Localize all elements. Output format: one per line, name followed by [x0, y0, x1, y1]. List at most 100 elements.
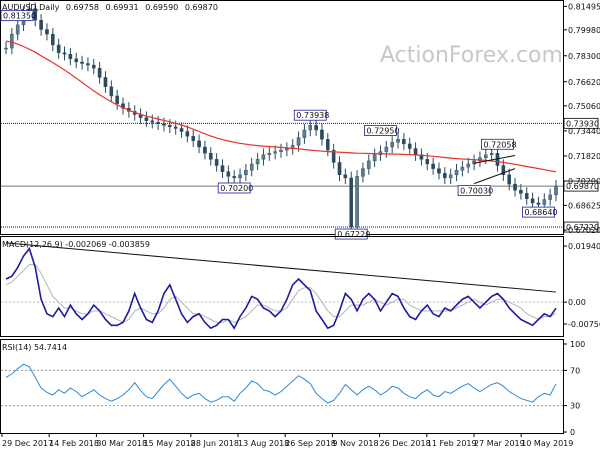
header-symbol: AUDUSD,Daily: [2, 3, 60, 12]
rsi-title: RSI(14) 54.7414: [2, 343, 67, 352]
x-tick-label: 10 May 2019: [521, 439, 573, 448]
price-candle-body: [144, 117, 149, 121]
price-candle-body: [448, 174, 453, 179]
price-y-tick-label: 0.71820: [568, 152, 600, 161]
price-candle-body: [390, 142, 394, 148]
price-annotation-box: [334, 228, 368, 240]
price-candle-body: [343, 174, 348, 179]
rsi-y-tick-label: 100: [570, 340, 585, 349]
price-candle-body: [150, 120, 155, 123]
price-annotation-box: [364, 125, 397, 136]
price-candle-body: [366, 160, 371, 169]
price-candle-body: [320, 129, 324, 140]
price-level-label: 0.73930: [566, 119, 599, 128]
price-annotation-box: [293, 109, 327, 121]
price-candle-body: [513, 183, 517, 191]
price-candle-body: [156, 122, 160, 124]
price-candle-body: [39, 20, 43, 30]
price-y-tick-label: 0.79980: [568, 26, 600, 35]
price-annotation-label: 0.72058: [483, 140, 516, 149]
price-y-tick-label: 0.67020: [568, 226, 600, 235]
x-tick-label: 30 Mar 2018: [96, 439, 147, 448]
price-candle-body: [302, 129, 307, 138]
rsi-y-tick-label: 70: [570, 366, 580, 375]
price-header: AUDUSD,Daily 0.69758 0.69931 0.69590 0.6…: [2, 3, 218, 12]
price-candle-body: [109, 86, 114, 97]
price-moving-average-line: [5, 40, 557, 173]
price-y-tick-label: 0.81495: [568, 2, 600, 11]
price-candle-body: [226, 171, 231, 177]
price-candle-body: [185, 131, 190, 137]
price-candle-body: [489, 152, 494, 155]
price-candle-body: [261, 154, 266, 160]
price-level-box: [563, 221, 599, 233]
price-candle-body: [168, 125, 172, 128]
price-annotation-box: [217, 182, 251, 194]
price-candle-body: [372, 154, 377, 162]
price-annotation-label: 0.72950: [366, 126, 399, 135]
header-open: 0.69758: [66, 3, 99, 12]
price-candle-body: [214, 159, 219, 166]
price-candle-body: [173, 126, 178, 129]
price-y-tick-label: 0.73440: [568, 127, 600, 136]
price-candle-body: [80, 61, 84, 64]
price-level-box: [563, 117, 599, 129]
price-candle-body: [296, 137, 301, 146]
price-candle-body: [97, 67, 102, 78]
x-tick-label: 14 Feb 2018: [49, 439, 99, 448]
price-candle-body: [337, 162, 342, 176]
macd-title: MACD(12,26,9) -0.002069 -0.003859: [2, 240, 150, 249]
price-candle-body: [273, 151, 277, 154]
price-candle-body: [255, 159, 260, 165]
price-candle-body: [203, 146, 207, 154]
price-candle-body: [536, 202, 541, 205]
price-candle-body: [396, 139, 400, 143]
price-candle-body: [314, 125, 318, 131]
price-candle-body: [460, 166, 465, 171]
rsi-line: [5, 363, 557, 404]
price-level-label: 0.67220: [566, 223, 599, 232]
price-candle-body: [524, 193, 529, 199]
macd-panel: 0.01940 0.00 -0.00756 MACD(12,26,9) -0.002…: [0, 236, 600, 337]
macd-panel-frame: [0, 236, 564, 337]
price-candle-body: [115, 95, 119, 104]
price-candle-body: [10, 33, 14, 49]
price-panel-frame: [0, 0, 564, 235]
price-candle-body: [74, 58, 79, 63]
price-candle-body: [15, 24, 20, 35]
macd-y-tick-label: -0.00756: [568, 320, 600, 329]
price-annotation-box: [522, 206, 555, 218]
price-y-tick-label: 0.68625: [568, 201, 600, 210]
x-tick-label: 28 Jun 2018: [191, 439, 239, 448]
price-candle-body: [483, 154, 488, 159]
price-candle-body: [361, 168, 365, 177]
price-y-tick-label: 0.76620: [568, 78, 600, 87]
x-tick-label: 9 Nov 2018: [332, 439, 378, 448]
watermark: ActionForex.com: [380, 43, 563, 68]
rsi-y-tick-label: 0: [570, 428, 575, 437]
price-candle-body: [443, 173, 447, 179]
rsi-panel: 100 70 30 0 RSI(14) 54.7414: [0, 339, 585, 437]
price-candle-body: [86, 63, 90, 66]
price-candle-body: [249, 163, 254, 171]
price-candle-body: [437, 168, 441, 174]
header-low: 0.69590: [145, 3, 178, 12]
rsi-panel-frame: [0, 339, 564, 434]
price-annotation-label: 0.70200: [220, 184, 253, 193]
x-tick-label: 11 Feb 2019: [427, 439, 477, 448]
price-annotation-box: [0, 10, 34, 22]
price-annotation-box: [481, 138, 514, 150]
price-candle-body: [507, 174, 511, 185]
price-candle-body: [238, 174, 242, 179]
price-candle-body: [197, 140, 201, 148]
macd-trendline: [5, 242, 557, 293]
price-candle-body: [384, 146, 389, 152]
price-trendline: [473, 168, 516, 185]
x-tick-label: 27 Mar 2019: [474, 439, 525, 448]
header-high: 0.69931: [106, 3, 139, 12]
price-candle-body: [308, 125, 313, 131]
x-tick-label: 26 Sep 2018: [285, 439, 336, 448]
price-annotation-label: 0.70030: [460, 187, 493, 196]
